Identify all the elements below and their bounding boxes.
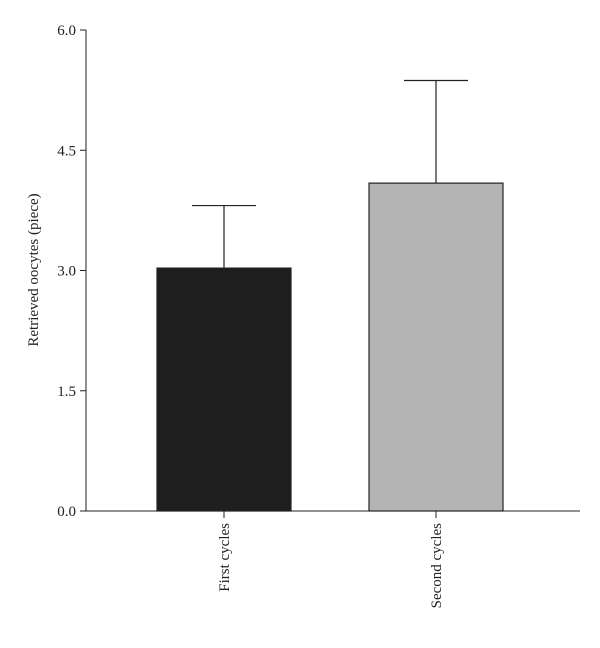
bar-second-cycles bbox=[368, 182, 504, 512]
bar-first-cycles bbox=[156, 267, 292, 512]
y-tick-label: 1.5 bbox=[57, 384, 76, 400]
bars bbox=[156, 79, 504, 512]
y-ticks: 0.0 1.5 3.0 4.5 6.0 bbox=[57, 23, 86, 520]
y-tick-label: 4.5 bbox=[57, 143, 76, 159]
x-tick-label: Second cycles bbox=[429, 523, 445, 609]
x-tick-label: First cycles bbox=[217, 523, 233, 592]
y-tick-label: 6.0 bbox=[57, 23, 76, 39]
y-tick-label: 0.0 bbox=[57, 504, 76, 520]
y-tick-label: 3.0 bbox=[57, 264, 76, 280]
y-axis-title: Retrieved oocytes (piece) bbox=[26, 193, 42, 346]
x-ticks: First cycles Second cycles bbox=[217, 511, 445, 608]
